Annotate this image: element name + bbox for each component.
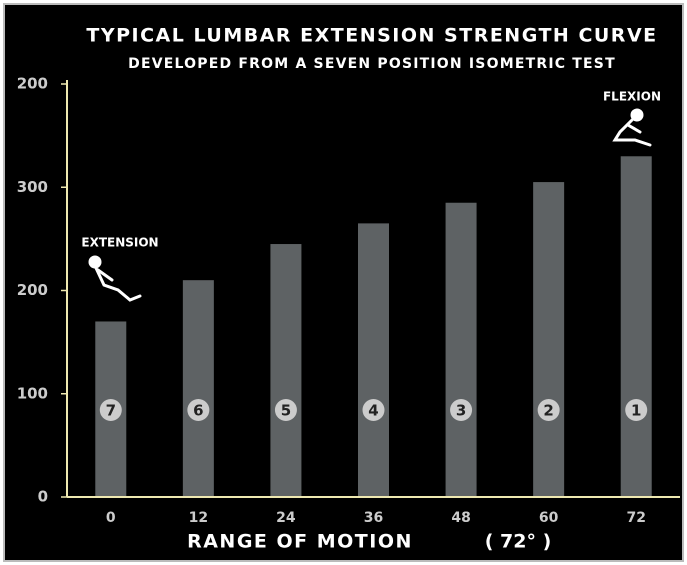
annotation: FLEXION [603, 90, 661, 104]
position-badge [362, 399, 385, 421]
x-tick-label: 48 [451, 510, 470, 526]
flexion-figure [612, 108, 652, 147]
bar [358, 223, 389, 497]
y-tick-label: 100 [17, 384, 48, 402]
bar [620, 156, 652, 497]
position-label: 6 [193, 402, 203, 420]
x-tick-label: 60 [539, 510, 559, 526]
x-tick-label: 12 [189, 510, 208, 526]
position-label: 1 [631, 402, 641, 420]
position-badge [99, 399, 122, 421]
y-tick-label: 200 [17, 75, 48, 93]
bar [533, 182, 565, 497]
x-axis-label: RANGE OF MOTION [187, 531, 413, 553]
x-tick-label: 72 [626, 510, 645, 526]
position-label: 2 [543, 402, 553, 420]
bar [445, 202, 477, 498]
position-badge [274, 399, 297, 421]
bar [182, 280, 214, 497]
position-badge [625, 399, 648, 421]
x-tick-label: 24 [276, 510, 296, 526]
x-axis-note: ( 72° ) [485, 531, 552, 553]
chart-title: TYPICAL LUMBAR EXTENSION STRENGTH CURVE [86, 25, 657, 47]
position-badge [537, 399, 560, 421]
y-tick-label: 200 [17, 281, 48, 299]
annotation: EXTENSION [81, 236, 158, 250]
position-label: 7 [106, 402, 116, 420]
position-label: 4 [368, 402, 378, 420]
extension-figure [88, 255, 142, 302]
x-tick-label: 0 [106, 510, 116, 526]
y-tick-label: 0 [38, 488, 48, 506]
position-badge [450, 399, 473, 421]
bar [270, 244, 302, 497]
position-label: 3 [456, 402, 466, 420]
y-tick-label: 300 [17, 178, 48, 196]
x-tick-label: 36 [364, 510, 383, 526]
position-badge [187, 399, 210, 421]
chart-subtitle: DEVELOPED FROM A SEVEN POSITION ISOMETRI… [128, 56, 616, 72]
position-label: 5 [281, 402, 291, 420]
